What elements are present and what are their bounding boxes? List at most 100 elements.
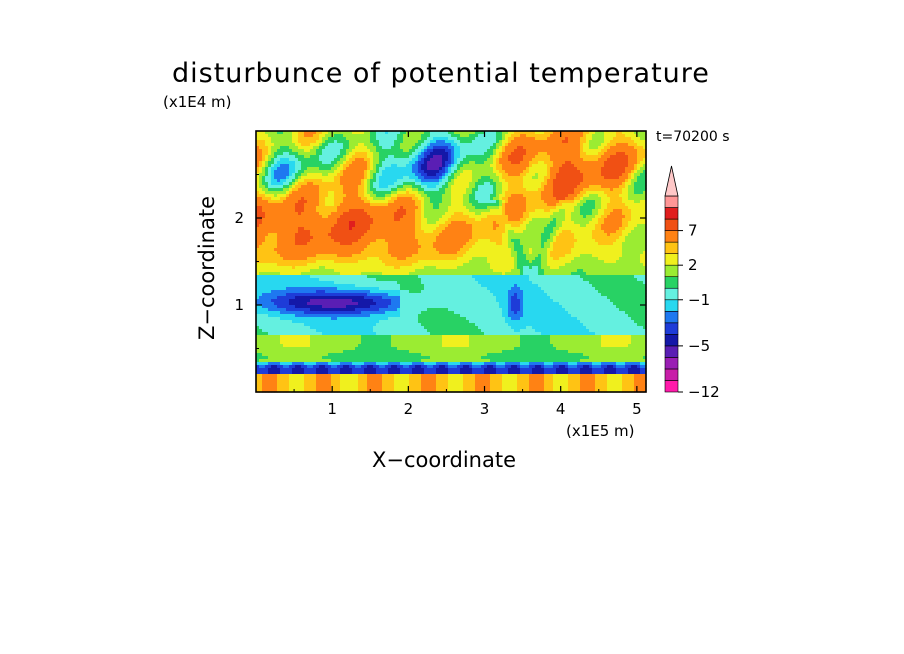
contour-cell xyxy=(256,224,260,228)
contour-cell xyxy=(580,233,584,237)
contour-cell xyxy=(343,194,347,198)
contour-cell xyxy=(283,239,287,243)
contour-cell xyxy=(634,203,638,207)
contour-cell xyxy=(280,200,284,204)
contour-cell xyxy=(637,143,641,147)
contour-cell xyxy=(460,164,464,168)
contour-cell xyxy=(427,218,431,222)
contour-cell xyxy=(364,242,368,246)
contour-cell xyxy=(406,236,410,240)
contour-cell xyxy=(376,176,380,180)
contour-cell xyxy=(409,206,413,210)
contour-cell xyxy=(487,212,491,216)
contour-cell xyxy=(523,185,527,189)
contour-cell xyxy=(373,236,377,240)
contour-cell xyxy=(619,131,623,135)
contour-cell xyxy=(553,176,557,180)
contour-cell xyxy=(538,182,542,186)
contour-cell xyxy=(388,230,392,234)
contour-cell xyxy=(544,155,548,159)
contour-cell xyxy=(583,167,587,171)
contour-cell xyxy=(301,194,305,198)
contour-cell xyxy=(277,161,281,165)
contour-cell xyxy=(547,173,551,177)
contour-cell xyxy=(526,152,530,156)
contour-cell xyxy=(259,245,263,249)
contour-cell xyxy=(289,200,293,204)
contour-cell xyxy=(574,152,578,156)
contour-cell xyxy=(589,221,593,225)
contour-cell xyxy=(505,155,509,159)
contour-cell xyxy=(643,137,647,141)
contour-cell xyxy=(634,170,638,174)
contour-cell xyxy=(577,206,581,210)
contour-cell xyxy=(529,176,533,180)
contour-cell xyxy=(454,158,458,162)
contour-cell xyxy=(568,215,572,219)
contour-cell xyxy=(628,152,632,156)
contour-cell xyxy=(265,173,269,177)
contour-cell xyxy=(535,218,539,222)
contour-cell xyxy=(439,164,443,168)
contour-cell xyxy=(634,185,638,189)
contour-cell xyxy=(376,152,380,156)
contour-cell xyxy=(397,173,401,177)
contour-cell xyxy=(340,206,344,210)
contour-cell xyxy=(289,176,293,180)
contour-cell xyxy=(643,224,647,228)
contour-cell xyxy=(307,155,311,159)
contour-cell xyxy=(487,191,491,195)
contour-cell xyxy=(367,176,371,180)
contour-cell xyxy=(604,206,608,210)
contour-cell xyxy=(298,143,302,147)
contour-cell xyxy=(487,134,491,138)
contour-cell xyxy=(529,167,533,171)
contour-cell xyxy=(298,221,302,225)
contour-cell xyxy=(583,218,587,222)
contour-cell xyxy=(556,146,560,150)
contour-cell xyxy=(331,206,335,210)
contour-cell xyxy=(352,239,356,243)
contour-cell xyxy=(292,182,296,186)
contour-cell xyxy=(328,161,332,165)
contour-cell xyxy=(337,200,341,204)
contour-cell xyxy=(487,152,491,156)
contour-cell xyxy=(523,173,527,177)
contour-cell xyxy=(349,236,353,240)
contour-cell xyxy=(424,176,428,180)
contour-cell xyxy=(550,143,554,147)
contour-cell xyxy=(517,191,521,195)
contour-cell xyxy=(559,191,563,195)
contour-cell xyxy=(382,218,386,222)
contour-cell xyxy=(367,206,371,210)
contour-cell xyxy=(313,137,317,141)
contour-cell xyxy=(487,209,491,213)
contour-cell xyxy=(577,161,581,165)
contour-cell xyxy=(421,143,425,147)
contour-cell xyxy=(481,224,485,228)
contour-cell xyxy=(436,146,440,150)
contour-cell xyxy=(283,158,287,162)
contour-cell xyxy=(586,173,590,177)
contour-cell xyxy=(307,140,311,144)
contour-cell xyxy=(628,230,632,234)
contour-cell xyxy=(457,236,461,240)
contour-cell xyxy=(643,218,647,222)
contour-cell xyxy=(631,158,635,162)
contour-cell xyxy=(304,218,308,222)
contour-cell xyxy=(379,245,383,249)
contour-cell xyxy=(265,140,269,144)
contour-cell xyxy=(625,173,629,177)
contour-cell xyxy=(340,143,344,147)
contour-cell xyxy=(589,170,593,174)
contour-cell xyxy=(517,134,521,138)
contour-cell xyxy=(451,233,455,237)
contour-cell xyxy=(352,152,356,156)
contour-cell xyxy=(421,206,425,210)
contour-cell xyxy=(298,188,302,192)
contour-cell xyxy=(382,152,386,156)
contour-cell xyxy=(559,203,563,207)
contour-cell xyxy=(517,158,521,162)
contour-cell xyxy=(430,191,434,195)
contour-cell xyxy=(541,230,545,234)
